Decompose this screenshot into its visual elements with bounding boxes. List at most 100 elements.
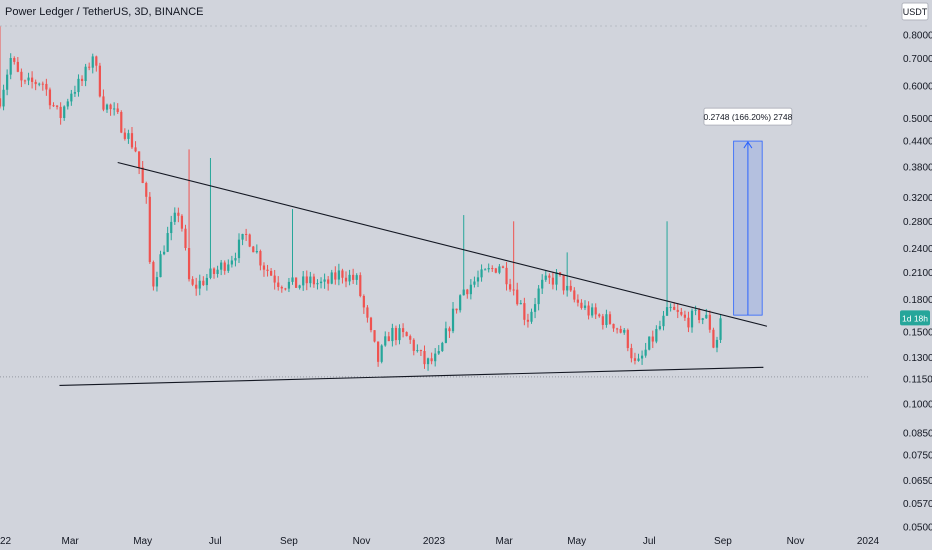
candle-body[interactable] [266, 269, 269, 271]
candle-body[interactable] [248, 234, 251, 247]
candle-body[interactable] [259, 251, 262, 266]
candle-body[interactable] [34, 81, 37, 85]
candle-body[interactable] [630, 348, 633, 359]
candle-body[interactable] [369, 317, 373, 331]
candle-body[interactable] [23, 80, 27, 82]
candle-body[interactable] [48, 89, 52, 106]
candle-body[interactable] [473, 281, 476, 285]
candle-body[interactable] [533, 304, 537, 312]
candle-body[interactable] [13, 58, 16, 62]
candle-body[interactable] [63, 106, 66, 118]
candle-body[interactable] [191, 279, 194, 285]
candle-body[interactable] [373, 330, 376, 342]
candle-body[interactable] [476, 277, 480, 282]
candle-body[interactable] [619, 328, 622, 333]
candle-body[interactable] [91, 56, 94, 68]
candle-body[interactable] [591, 307, 594, 316]
candle-body[interactable] [566, 285, 569, 291]
candle-body[interactable] [505, 267, 508, 285]
candle-body[interactable] [719, 318, 722, 340]
candle-body[interactable] [426, 358, 430, 365]
candle-body[interactable] [52, 105, 55, 107]
candle-body[interactable] [687, 317, 690, 328]
candle-body[interactable] [187, 248, 191, 280]
candle-body[interactable] [498, 266, 501, 273]
candle-body[interactable] [327, 279, 330, 284]
trendlines[interactable] [59, 161, 768, 387]
candle-body[interactable] [344, 277, 348, 282]
candle-body[interactable] [626, 329, 629, 349]
candle-body[interactable] [202, 280, 205, 286]
candle-body[interactable] [123, 132, 126, 139]
candle-body[interactable] [412, 339, 415, 351]
candle-body[interactable] [20, 71, 23, 81]
candle-body[interactable] [355, 275, 358, 280]
candle-body[interactable] [180, 215, 184, 229]
candle-body[interactable] [127, 133, 130, 139]
candle-body[interactable] [80, 78, 84, 82]
candle-body[interactable] [234, 258, 237, 261]
candle-body[interactable] [612, 323, 615, 329]
candle-body[interactable] [88, 66, 91, 68]
candle-body[interactable] [98, 65, 101, 97]
candle-body[interactable] [451, 308, 455, 332]
candle-body[interactable] [541, 279, 544, 289]
candle-body[interactable] [676, 309, 679, 312]
candle-body[interactable] [255, 251, 258, 253]
candle-body[interactable] [95, 56, 98, 66]
candle-body[interactable] [423, 351, 426, 365]
candle-body[interactable] [416, 350, 419, 352]
candle-body[interactable] [576, 299, 579, 303]
candle-body[interactable] [516, 289, 519, 305]
candle-body[interactable] [113, 108, 116, 110]
candle-body[interactable] [409, 336, 412, 340]
candle-body[interactable] [59, 106, 62, 118]
candle-body[interactable] [148, 196, 151, 263]
candle-body[interactable] [526, 319, 530, 322]
candle-body[interactable] [55, 105, 59, 107]
candle-body[interactable] [384, 336, 387, 346]
candle-body[interactable] [227, 264, 230, 271]
candle-body[interactable] [573, 290, 576, 300]
price-axis[interactable]: 0.8000 0.7000 0.6000 0.5000 0.4400 0.3800 0.32… [868, 0, 932, 550]
candle-body[interactable] [30, 77, 34, 82]
candle-body[interactable] [623, 329, 626, 333]
candle-body[interactable] [648, 336, 651, 350]
candle-body[interactable] [77, 78, 80, 93]
candle-body[interactable] [419, 350, 423, 352]
candle-body[interactable] [84, 66, 87, 82]
candle-body[interactable] [41, 83, 44, 85]
candle-body[interactable] [644, 349, 647, 356]
candle-body[interactable] [177, 212, 180, 216]
candle-body[interactable] [362, 295, 365, 308]
candle-body[interactable] [380, 345, 383, 362]
candle-body[interactable] [212, 268, 216, 274]
candle-body[interactable] [45, 83, 48, 90]
candle-body[interactable] [316, 283, 319, 285]
candle-body[interactable] [391, 327, 394, 342]
candle-body[interactable] [348, 274, 351, 282]
candle-body[interactable] [366, 307, 369, 318]
candle-body[interactable] [569, 285, 572, 291]
candle-body[interactable] [305, 276, 308, 284]
candle-body[interactable] [134, 147, 137, 152]
candle-body[interactable] [673, 306, 676, 310]
candle-body[interactable] [312, 276, 316, 285]
current-price-tag[interactable] [900, 310, 930, 326]
candle-body[interactable] [594, 307, 597, 315]
candle-body[interactable] [633, 358, 637, 361]
candle-body[interactable] [138, 151, 141, 168]
candle-body[interactable] [694, 309, 697, 311]
time-axis[interactable]: 2022 Mar May Jul Sep Nov 2023 Mar May Jul Sep Nov 20… [0, 536, 880, 547]
candle-body[interactable] [319, 281, 323, 284]
candle-body[interactable] [173, 212, 176, 222]
candle-body[interactable] [205, 277, 208, 286]
candle-body[interactable] [152, 262, 155, 287]
candle-body[interactable] [109, 104, 112, 110]
candle-body[interactable] [551, 277, 555, 285]
candle-body[interactable] [669, 306, 672, 308]
candle-body[interactable] [141, 167, 144, 183]
candle-body[interactable] [444, 328, 447, 343]
candles[interactable] [0, 26, 722, 371]
